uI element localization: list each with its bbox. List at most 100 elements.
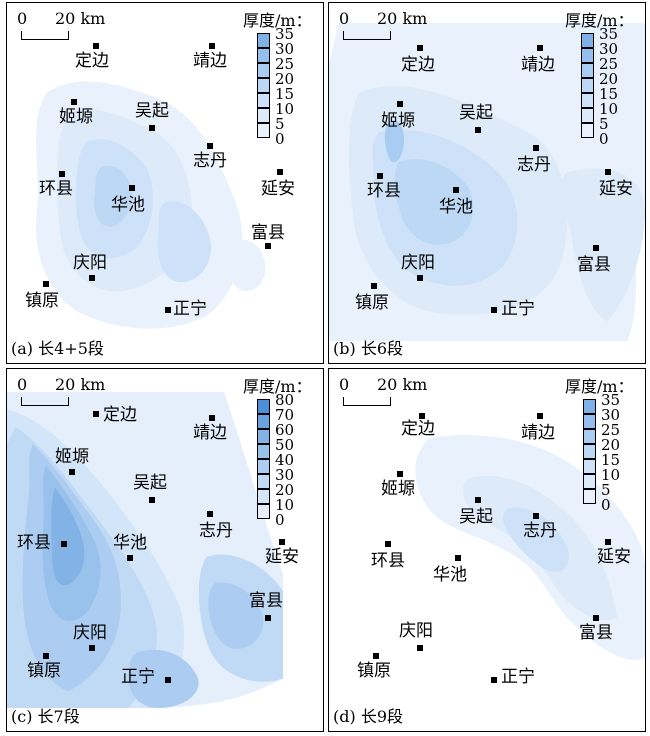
city-label: 镇原 xyxy=(357,661,391,681)
city-marker xyxy=(69,469,75,475)
scale-bar: 0 20 km xyxy=(17,9,127,45)
city-label: 富县 xyxy=(577,255,611,275)
legend-swatch xyxy=(257,399,270,414)
city-marker xyxy=(265,615,271,621)
city-marker xyxy=(43,653,49,659)
legend-tick: 30 xyxy=(599,40,619,58)
legend-tick: 30 xyxy=(601,406,621,424)
legend-swatch xyxy=(581,33,594,48)
scale-zero-label: 0 xyxy=(339,375,350,394)
city-marker xyxy=(373,653,379,659)
city-label: 华池 xyxy=(113,533,147,553)
city-label: 志丹 xyxy=(199,521,233,541)
scale-bar: 0 20 km xyxy=(17,375,127,411)
city-label: 定边 xyxy=(103,405,137,425)
city-marker xyxy=(265,243,271,249)
legend-swatch xyxy=(581,93,594,108)
legend-tick: 0 xyxy=(275,130,285,148)
city-label: 志丹 xyxy=(517,155,551,175)
city-marker xyxy=(533,513,539,519)
city-label: 庆阳 xyxy=(399,621,433,641)
legend-swatch xyxy=(581,78,594,93)
city-marker xyxy=(93,411,99,417)
city-label: 富县 xyxy=(251,223,285,243)
city-label: 镇原 xyxy=(355,293,389,313)
legend-tick: 10 xyxy=(601,466,621,484)
map-panel-c: 0 20 km 厚度/m： 80 70 60 50 40 30 20 10 0 … xyxy=(6,368,324,732)
legend-swatch xyxy=(581,48,594,63)
city-label: 环县 xyxy=(367,181,401,201)
city-marker xyxy=(93,43,99,49)
legend-tick: 25 xyxy=(599,55,619,73)
city-label: 姬塬 xyxy=(381,479,415,499)
legend-swatch xyxy=(257,63,270,78)
legend-tick: 80 xyxy=(275,391,295,409)
city-marker xyxy=(165,677,171,683)
legend-tick: 5 xyxy=(275,115,285,133)
legend-title: 厚度/m： xyxy=(565,11,634,30)
city-marker xyxy=(43,281,49,287)
city-label: 正宁 xyxy=(121,667,155,687)
city-label: 庆阳 xyxy=(73,623,107,643)
city-label: 姬塬 xyxy=(381,111,415,131)
city-marker xyxy=(455,555,461,561)
legend-swatch xyxy=(583,444,596,459)
legend-tick: 35 xyxy=(601,391,621,409)
city-marker xyxy=(165,307,171,313)
city-label: 延安 xyxy=(261,179,295,199)
city-label: 延安 xyxy=(599,179,633,199)
city-label: 吴起 xyxy=(133,473,167,493)
scale-zero-label: 0 xyxy=(17,375,28,394)
city-label: 富县 xyxy=(249,591,283,611)
legend-swatch xyxy=(257,459,270,474)
city-label: 志丹 xyxy=(193,151,227,171)
city-marker xyxy=(89,645,95,651)
legend-tick: 25 xyxy=(601,421,621,439)
city-marker xyxy=(209,43,215,49)
city-label: 姬塬 xyxy=(59,107,93,127)
scale-bar: 0 20 km xyxy=(339,9,449,45)
city-label: 华池 xyxy=(439,197,473,217)
city-marker xyxy=(417,645,423,651)
legend-swatch xyxy=(257,93,270,108)
thickness-map xyxy=(35,81,266,329)
thickness-map xyxy=(329,23,645,342)
scale-distance-label: 20 km xyxy=(55,375,106,394)
legend-tick: 25 xyxy=(275,55,295,73)
legend-tick: 20 xyxy=(275,481,295,499)
city-marker xyxy=(475,127,481,133)
city-marker xyxy=(209,415,215,421)
legend-tick: 15 xyxy=(601,451,621,469)
city-label: 镇原 xyxy=(27,661,61,681)
city-label: 吴起 xyxy=(459,507,493,527)
scale-bar: 0 20 km xyxy=(339,375,449,411)
legend-swatch xyxy=(257,444,270,459)
city-marker xyxy=(397,471,403,477)
city-label: 定边 xyxy=(401,55,435,75)
city-label: 吴起 xyxy=(135,101,169,121)
legend-tick: 15 xyxy=(275,85,295,103)
legend-tick: 20 xyxy=(599,70,619,88)
city-marker xyxy=(475,497,481,503)
legend-swatch xyxy=(257,489,270,504)
city-marker xyxy=(605,539,611,545)
legend-tick: 10 xyxy=(599,100,619,118)
city-label: 庆阳 xyxy=(73,253,107,273)
city-marker xyxy=(277,169,283,175)
city-label: 正宁 xyxy=(501,299,535,319)
scale-distance-label: 20 km xyxy=(377,9,428,28)
legend-tick: 0 xyxy=(601,496,611,514)
city-marker xyxy=(537,45,543,51)
city-label: 环县 xyxy=(39,179,73,199)
city-label: 正宁 xyxy=(173,299,207,319)
map-panel-a: 0 20 km 厚度/m： 35 30 25 20 15 10 5 0 定边 靖… xyxy=(6,2,324,364)
city-label: 延安 xyxy=(597,547,631,567)
city-marker xyxy=(593,615,599,621)
legend-tick: 30 xyxy=(275,466,295,484)
city-marker xyxy=(417,275,423,281)
legend-swatch xyxy=(257,123,270,138)
legend-swatch xyxy=(583,489,596,504)
city-label: 吴起 xyxy=(459,103,493,123)
city-marker xyxy=(371,283,377,289)
city-marker xyxy=(419,413,425,419)
